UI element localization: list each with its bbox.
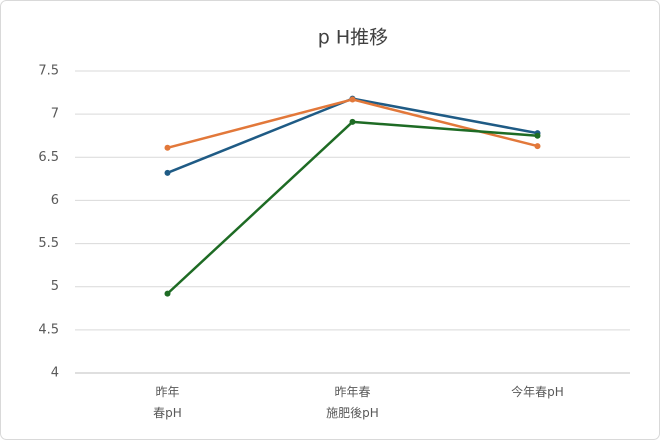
chart-title: p H推移 — [318, 27, 388, 49]
x-tick-label: 昨年春pH — [153, 385, 182, 420]
x-tick-label: 今年春pH — [511, 384, 564, 399]
y-tick-label: 4.5 — [38, 322, 59, 337]
x-tick-label: 昨年春施肥後pH — [326, 385, 379, 420]
y-tick-label: 5 — [51, 279, 59, 294]
data-point — [164, 290, 171, 297]
y-tick-label: 5.5 — [38, 236, 59, 251]
data-point — [534, 143, 541, 150]
y-tick-label: 7 — [51, 107, 59, 122]
y-tick-label: 7.5 — [38, 64, 59, 79]
y-tick-label: 6.5 — [38, 150, 59, 165]
data-point — [534, 132, 541, 139]
data-point — [164, 144, 171, 151]
y-tick-label: 4 — [51, 366, 59, 381]
y-tick-label: 6 — [51, 193, 59, 208]
data-point — [349, 118, 356, 125]
data-point — [349, 96, 356, 103]
data-point — [164, 169, 171, 176]
